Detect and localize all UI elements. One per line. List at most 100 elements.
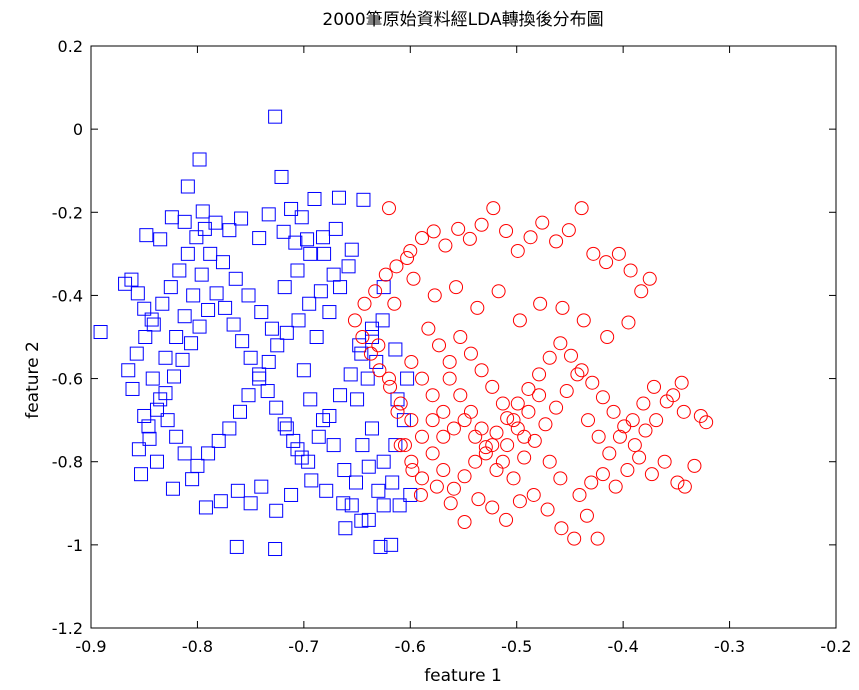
data-point	[636, 396, 651, 411]
data-point	[647, 379, 662, 394]
data-point	[390, 404, 405, 419]
data-point	[527, 433, 542, 448]
data-point	[189, 230, 204, 245]
data-point	[270, 338, 285, 353]
data-point	[586, 246, 601, 261]
data-point	[585, 375, 600, 390]
data-point	[554, 521, 569, 536]
data-point	[177, 309, 192, 324]
data-point	[436, 429, 451, 444]
data-point	[344, 242, 359, 257]
data-point	[137, 301, 152, 316]
data-point	[404, 413, 419, 428]
data-point	[175, 352, 190, 367]
data-point	[574, 201, 589, 216]
data-point	[296, 363, 311, 378]
data-point	[396, 413, 411, 428]
data-point	[523, 230, 538, 245]
data-point	[595, 467, 610, 482]
data-point	[517, 429, 532, 444]
data-point	[355, 330, 370, 344]
data-point	[201, 446, 216, 461]
data-point	[463, 346, 478, 361]
data-point	[363, 346, 378, 361]
data-point	[300, 232, 315, 247]
data-point	[425, 388, 440, 403]
data-point	[389, 259, 404, 274]
data-point	[559, 384, 574, 399]
data-point	[553, 471, 568, 486]
data-point	[241, 388, 256, 403]
data-point	[555, 300, 570, 315]
data-point	[376, 280, 391, 295]
data-point	[209, 286, 224, 301]
data-point	[625, 413, 640, 428]
data-point	[337, 463, 352, 478]
data-point	[413, 487, 428, 502]
data-point	[442, 354, 457, 369]
data-point	[535, 215, 550, 230]
data-point	[361, 459, 376, 474]
data-point	[602, 446, 617, 461]
data-point	[234, 211, 249, 226]
x-tick-label: -0.6	[395, 637, 426, 656]
data-point	[676, 404, 691, 419]
data-point	[485, 500, 500, 515]
data-point	[533, 296, 548, 311]
y-tick-label: -0.8	[52, 453, 83, 472]
data-point	[268, 542, 283, 557]
data-point	[549, 400, 564, 415]
data-point	[290, 263, 305, 278]
data-point	[405, 463, 420, 478]
data-point	[382, 371, 396, 386]
data-point	[421, 321, 436, 336]
data-point	[611, 246, 626, 261]
data-point	[158, 350, 173, 365]
x-tick-label: -0.8	[182, 637, 213, 656]
data-point	[155, 296, 170, 311]
data-point	[478, 440, 493, 455]
plot-frame	[90, 45, 837, 629]
data-point	[190, 458, 205, 473]
data-point	[617, 419, 632, 434]
data-point	[495, 454, 510, 469]
data-point	[521, 404, 536, 419]
data-point	[425, 446, 440, 461]
data-point	[277, 417, 292, 432]
data-point	[177, 446, 192, 461]
data-point	[331, 190, 346, 205]
data-point	[177, 214, 192, 229]
data-point	[169, 330, 184, 344]
data-point	[623, 263, 638, 278]
data-point	[599, 255, 614, 270]
data-point	[291, 313, 306, 328]
data-point	[290, 442, 305, 457]
data-point	[333, 280, 348, 295]
data-point	[146, 317, 161, 332]
data-point	[470, 300, 485, 315]
data-point	[139, 228, 154, 243]
x-tick-label: -0.4	[608, 637, 639, 656]
data-point	[574, 363, 589, 378]
data-point	[512, 313, 527, 328]
plot-area	[93, 109, 714, 557]
data-point	[164, 210, 179, 225]
data-point	[403, 487, 418, 502]
data-point	[468, 454, 483, 469]
data-point	[233, 404, 247, 419]
y-tick-label: -0.2	[52, 203, 83, 222]
data-point	[471, 492, 486, 507]
y-tick-label: -0.6	[52, 370, 83, 389]
data-point	[414, 231, 429, 246]
data-point	[591, 429, 606, 444]
data-point	[449, 280, 464, 295]
data-point	[371, 483, 386, 498]
data-point	[213, 494, 228, 509]
data-point	[499, 223, 514, 238]
data-point	[561, 223, 576, 238]
data-point	[354, 346, 369, 361]
data-point	[169, 429, 184, 444]
data-point	[235, 334, 250, 349]
data-point	[131, 442, 146, 457]
data-point	[532, 367, 547, 382]
